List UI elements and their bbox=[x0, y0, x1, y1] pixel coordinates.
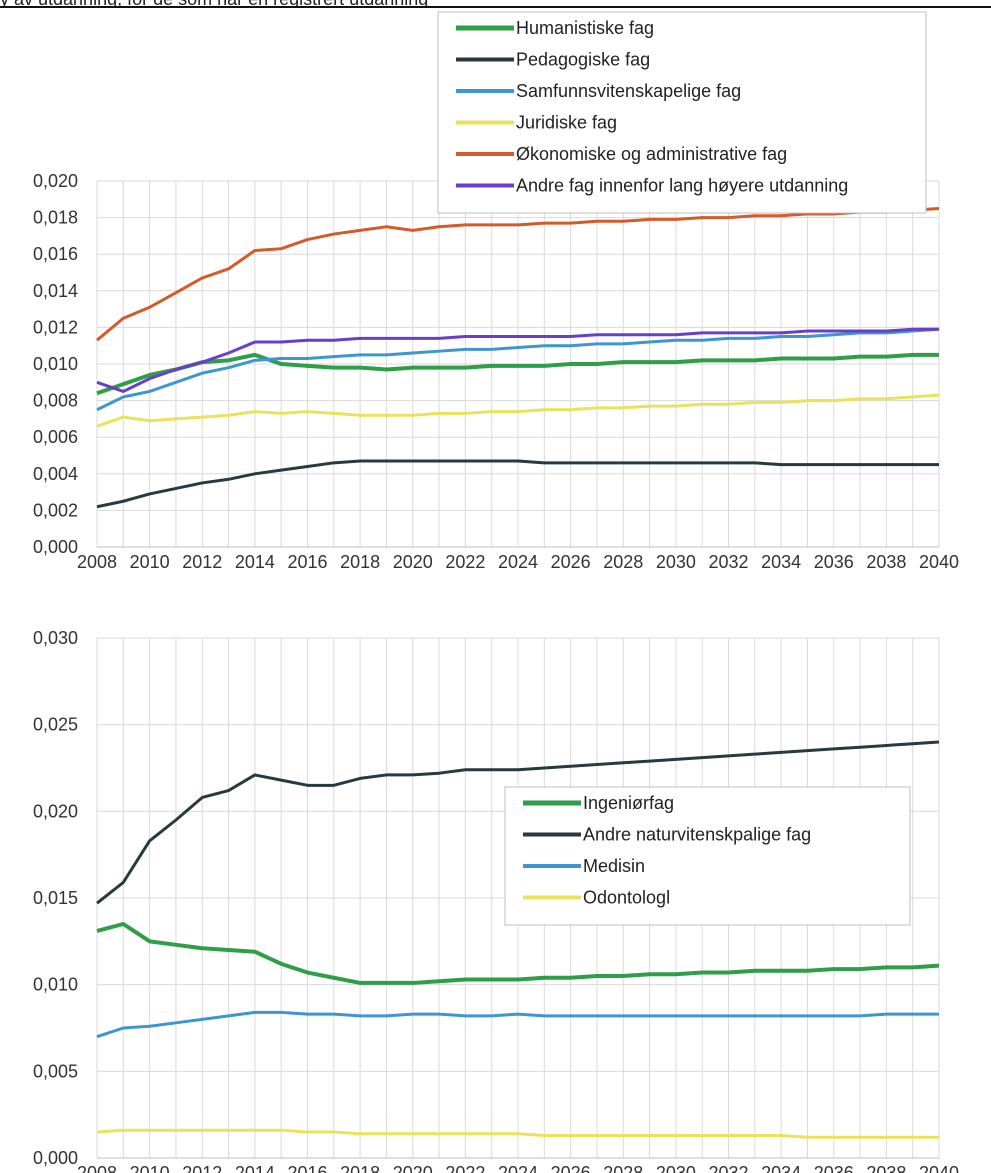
x-tick-label: 2010 bbox=[130, 552, 170, 572]
x-tick-label: 2040 bbox=[919, 1163, 959, 1173]
header-rule bbox=[0, 6, 991, 8]
x-tick-label: 2008 bbox=[77, 1163, 117, 1173]
series-line bbox=[96, 327, 940, 412]
legend-label: Pedagogiske fag bbox=[516, 50, 650, 70]
header-text: y av utdanning, for de som har en regist… bbox=[0, 0, 428, 8]
y-tick-label: 0,016 bbox=[33, 244, 78, 264]
x-tick-label: 2016 bbox=[287, 1163, 327, 1173]
y-tick-label: 0,006 bbox=[33, 427, 78, 447]
y-tick-label: 0,020 bbox=[33, 171, 78, 191]
x-tick-label: 2038 bbox=[866, 1163, 906, 1173]
series-line bbox=[96, 206, 940, 342]
series-line bbox=[96, 1128, 939, 1139]
x-tick-label: 2030 bbox=[656, 1163, 696, 1173]
chart-bottom: 0,000 0,005 0,010 0,015 0,020 0,025 0,030 2008 2… bbox=[33, 628, 959, 1173]
legend-box bbox=[437, 11, 927, 214]
x-tick-label: 2030 bbox=[656, 552, 696, 572]
x-tick-label: 2008 bbox=[77, 552, 117, 572]
y-tick-label: 0,000 bbox=[33, 1148, 78, 1168]
y-tick-label: 0,030 bbox=[33, 628, 78, 648]
y-tick-label: 0,008 bbox=[33, 391, 78, 411]
y-tick-label: 0,004 bbox=[33, 464, 78, 484]
x-tick-label: 2040 bbox=[919, 552, 959, 572]
legend-label: Humanistiske fag bbox=[516, 18, 654, 38]
legend-label: Juridiske fag bbox=[516, 113, 617, 133]
legend-label: Samfunnsvitenskapelige fag bbox=[516, 81, 741, 101]
legend-label: Økonomiske og administrative fag bbox=[516, 144, 787, 164]
x-tick-label: 2014 bbox=[235, 1163, 275, 1173]
legend-box bbox=[504, 786, 911, 926]
y-tick-label: 0,018 bbox=[33, 208, 78, 228]
y-tick-label: 0,025 bbox=[33, 715, 78, 735]
x-tick-label: 2034 bbox=[761, 552, 801, 572]
x-tick-label: 2034 bbox=[761, 1163, 801, 1173]
y-tick-label: 0,000 bbox=[33, 537, 78, 557]
x-tick-label: 2018 bbox=[340, 552, 380, 572]
y-tick-label: 0,015 bbox=[33, 888, 78, 908]
series-line bbox=[96, 327, 939, 393]
x-tick-label: 2038 bbox=[866, 552, 906, 572]
y-tick-label: 0,020 bbox=[33, 801, 78, 821]
series-line bbox=[96, 1010, 939, 1039]
legend-label: Medisin bbox=[583, 856, 645, 876]
legend-label: Andre naturvitenskpalige fag bbox=[583, 825, 811, 845]
series-line bbox=[96, 393, 940, 428]
y-tick-label: 0,002 bbox=[33, 500, 78, 520]
x-tick-label: 2016 bbox=[287, 552, 327, 572]
x-tick-label: 2036 bbox=[814, 552, 854, 572]
chart-top: 0,000 0,002 0,004 0,006 0,008 0,010 0,012 0,014… bbox=[33, 11, 959, 572]
x-tick-label: 2012 bbox=[182, 552, 222, 572]
legend-label: Odontologl bbox=[583, 888, 670, 908]
x-tick-label: 2018 bbox=[340, 1163, 380, 1173]
x-tick-label: 2020 bbox=[393, 552, 433, 572]
y-tick-label: 0,014 bbox=[33, 281, 78, 301]
x-tick-label: 2032 bbox=[708, 1163, 748, 1173]
series-line bbox=[96, 740, 940, 905]
y-tick-label: 0,010 bbox=[33, 354, 78, 374]
x-tick-label: 2022 bbox=[445, 552, 485, 572]
x-tick-label: 2032 bbox=[708, 552, 748, 572]
legend-label: Ingeniørfag bbox=[583, 793, 674, 813]
x-tick-label: 2028 bbox=[603, 552, 643, 572]
series-line bbox=[96, 352, 939, 396]
x-tick-label: 2022 bbox=[445, 1163, 485, 1173]
y-tick-label: 0,005 bbox=[33, 1061, 78, 1081]
x-tick-label: 2010 bbox=[130, 1163, 170, 1173]
x-tick-label: 2026 bbox=[551, 552, 591, 572]
x-tick-label: 2024 bbox=[498, 1163, 538, 1173]
x-tick-label: 2024 bbox=[498, 552, 538, 572]
x-tick-label: 2036 bbox=[814, 1163, 854, 1173]
y-tick-label: 0,012 bbox=[33, 317, 78, 337]
x-tick-label: 2012 bbox=[182, 1163, 222, 1173]
page-header-fragment: y av utdanning, for de som har en regist… bbox=[0, 0, 991, 8]
x-tick-label: 2020 bbox=[393, 1163, 433, 1173]
series-line bbox=[96, 459, 939, 509]
x-tick-label: 2026 bbox=[551, 1163, 591, 1173]
series-line bbox=[96, 922, 940, 985]
legend-label: Andre fag innenfor lang høyere utdanning bbox=[516, 176, 848, 196]
x-tick-label: 2014 bbox=[235, 552, 275, 572]
y-tick-label: 0,010 bbox=[33, 975, 78, 995]
x-tick-label: 2028 bbox=[603, 1163, 643, 1173]
